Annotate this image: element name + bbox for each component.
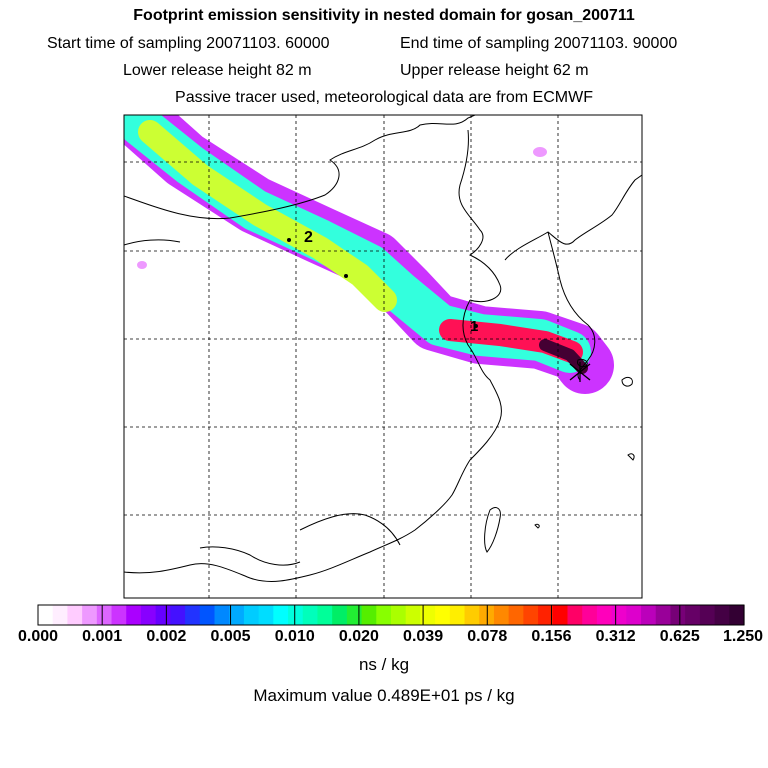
colorbar-tick-label: 0.625 (659, 628, 700, 645)
colorbar-segment (288, 605, 304, 625)
colorbar-segment (170, 605, 186, 625)
lower-release-height: Lower release height 82 m (123, 62, 312, 79)
colorbar-segment (243, 605, 260, 625)
colorbar-segment (714, 605, 730, 625)
colorbar-segment (302, 605, 319, 625)
colorbar-segment (185, 605, 201, 625)
colorbar-segment (538, 605, 554, 625)
colorbar-segment (229, 605, 245, 625)
colorbar-segment (38, 605, 54, 625)
tracer-note: Passive tracer used, meteorological data… (175, 89, 593, 106)
colorbar-segment (376, 605, 392, 625)
colorbar-tick-label: 0.312 (595, 628, 636, 645)
start-time: Start time of sampling 20071103. 60000 (47, 35, 330, 52)
colorbar-segment (361, 605, 377, 625)
title: Footprint emission sensitivity in nested… (133, 7, 635, 24)
receptor-marker (569, 362, 591, 382)
colorbar-tick-label: 0.000 (17, 628, 59, 645)
end-time: End time of sampling 20071103. 90000 (400, 35, 678, 52)
colorbar-segment (346, 605, 363, 625)
colorbar-segment (155, 605, 171, 625)
plume-patch (533, 147, 547, 157)
colorbar-unit: ns / kg (358, 655, 410, 674)
colorbar-segment (626, 605, 642, 625)
colorbar-segment (435, 605, 451, 625)
upper-release-height: Upper release height 62 m (400, 62, 589, 79)
colorbar-segment (96, 605, 113, 625)
colorbar-segment (670, 605, 686, 625)
colorbar-segment (611, 605, 627, 625)
cluster-marker-2-dot (287, 238, 291, 242)
colorbar-tick-label: 0.010 (274, 628, 315, 645)
cluster-marker-1-label: 1 (470, 318, 478, 335)
colorbar-segment (508, 605, 524, 625)
colorbar-segment (552, 605, 569, 625)
colorbar-segment (567, 605, 583, 625)
colorbar-segment (258, 605, 274, 625)
colorbar-segment (420, 605, 436, 625)
colorbar-tick-label: 0.002 (146, 628, 187, 645)
cluster-marker-1-dot (474, 324, 478, 328)
colorbar-tick-label: 0.156 (531, 628, 572, 645)
plume-patch (137, 261, 147, 269)
colorbar-segment (523, 605, 539, 625)
colorbar-segment (655, 605, 672, 625)
colorbar-segment (699, 605, 716, 625)
colorbar-tick-label: 1.250 (722, 628, 764, 645)
colorbar-segment (729, 605, 745, 625)
colorbar-segment (126, 605, 142, 625)
plume-layer-high (138, 120, 397, 312)
korea-jeju (577, 359, 588, 368)
colorbar-segment (685, 605, 701, 625)
colorbar-tick-label: 0.020 (338, 628, 379, 645)
japan-kyushu (534, 376, 635, 529)
colorbar-tick-label: 0.001 (82, 628, 123, 645)
grid (124, 115, 642, 598)
colorbar-segment (199, 605, 216, 625)
colorbar-segment (493, 605, 510, 625)
colorbar-segment (464, 605, 480, 625)
colorbar-frame (37, 604, 745, 626)
colorbar-segment (391, 605, 407, 625)
colorbar-segment (641, 605, 657, 625)
colorbar-segment (140, 605, 157, 625)
colorbar-tick-label: 0.005 (210, 628, 251, 645)
map-content: 1 2 (124, 115, 642, 598)
colorbar-segment (317, 605, 333, 625)
colorbar-segment (67, 605, 83, 625)
colorbar-tick-label: 0.039 (403, 628, 444, 645)
colorbar-segment (273, 605, 289, 625)
taiwan-island (484, 507, 501, 553)
colorbar-segment (596, 605, 613, 625)
colorbar-segment (449, 605, 466, 625)
map-frame (123, 114, 643, 599)
colorbar-segment (332, 605, 348, 625)
colorbar-segment (405, 605, 422, 625)
cluster-marker-2-label: 2 (304, 229, 313, 246)
colorbar-segment (82, 605, 98, 625)
colorbar-tick-label: 0.078 (467, 628, 508, 645)
colorbar-segment (52, 605, 69, 625)
cluster-marker-3-dot (344, 274, 348, 278)
colorbar-segment (214, 605, 230, 625)
colorbar-segment (582, 605, 598, 625)
maximum-value: Maximum value 0.489E+01 ps / kg (253, 686, 515, 705)
colorbar-segment (111, 605, 127, 625)
